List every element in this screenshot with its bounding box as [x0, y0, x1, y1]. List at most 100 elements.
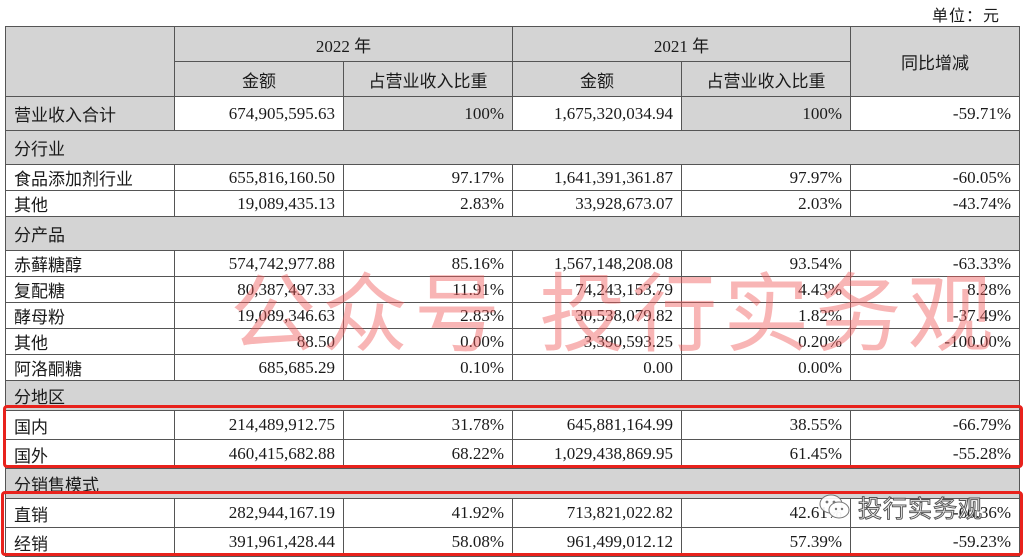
share-2021: 0.00%: [681, 354, 851, 381]
yoy-change: -63.33%: [850, 250, 1020, 277]
section-title: 分地区: [5, 380, 1020, 411]
table-row: 国内 214,489,912.75 31.78% 645,881,164.99 …: [5, 410, 1020, 440]
amount-2022: 685,685.29: [174, 354, 344, 381]
header-share-2021: 占营业收入比重: [681, 61, 851, 97]
share-2022: 0.00%: [343, 328, 513, 355]
amount-2022: 674,905,595.63: [174, 96, 344, 131]
table-row: 经销 391,961,428.44 58.08% 961,499,012.12 …: [5, 527, 1020, 557]
amount-2021: 33,928,673.07: [512, 190, 682, 217]
amount-2022: 282,944,167.19: [174, 498, 344, 528]
row-label: 复配糖: [5, 276, 175, 303]
row-label: 赤藓糖醇: [5, 250, 175, 277]
amount-2021: 645,881,164.99: [512, 410, 682, 440]
share-2021: 100%: [681, 96, 851, 131]
row-label: 营业收入合计: [5, 96, 175, 131]
share-2022: 2.83%: [343, 190, 513, 217]
share-2021: 42.61%: [681, 498, 851, 528]
share-2021: 97.97%: [681, 164, 851, 191]
yoy-change: -60.05%: [850, 164, 1020, 191]
revenue-breakdown-table: 2022 年 2021 年 同比增减 金额 占营业收入比重 金额 占营业收入比重…: [5, 26, 1020, 557]
amount-2021: 74,243,153.79: [512, 276, 682, 303]
table-row: 复配糖 80,387,497.33 11.91% 74,243,153.79 4…: [5, 276, 1020, 303]
yoy-change: -43.74%: [850, 190, 1020, 217]
share-2021: 4.43%: [681, 276, 851, 303]
table-row: 阿洛酮糖 685,685.29 0.10% 0.00 0.00%: [5, 354, 1020, 381]
table-row: 国外 460,415,682.88 68.22% 1,029,438,869.9…: [5, 439, 1020, 469]
section-header-region: 分地区: [5, 380, 1020, 411]
share-2021: 2.03%: [681, 190, 851, 217]
header-yoy: 同比增减: [850, 26, 1020, 97]
row-label: 其他: [5, 190, 175, 217]
amount-2022: 460,415,682.88: [174, 439, 344, 469]
section-header-industry: 分行业: [5, 130, 1020, 165]
table-row: 酵母粉 19,089,346.63 2.83% 30,538,079.82 1.…: [5, 302, 1020, 329]
header-amount-2022: 金额: [174, 61, 344, 97]
row-label: 国外: [5, 439, 175, 469]
share-2022: 97.17%: [343, 164, 513, 191]
amount-2021: 961,499,012.12: [512, 527, 682, 557]
table-row: 食品添加剂行业 655,816,160.50 97.17% 1,641,391,…: [5, 164, 1020, 191]
share-2021: 1.82%: [681, 302, 851, 329]
section-header-sales-mode: 分销售模式: [5, 468, 1020, 499]
row-label: 国内: [5, 410, 175, 440]
table-row: 其他 88.50 0.00% 3,390,593.25 0.20% -100.0…: [5, 328, 1020, 355]
section-header-product: 分产品: [5, 216, 1020, 251]
section-title: 分产品: [5, 216, 1020, 251]
share-2022: 85.16%: [343, 250, 513, 277]
share-2021: 61.45%: [681, 439, 851, 469]
row-label: 直销: [5, 498, 175, 528]
amount-2022: 80,387,497.33: [174, 276, 344, 303]
yoy-change: -55.28%: [850, 439, 1020, 469]
amount-2022: 214,489,912.75: [174, 410, 344, 440]
share-2022: 100%: [343, 96, 513, 131]
amount-2021: 1,567,148,208.08: [512, 250, 682, 277]
yoy-change: [850, 354, 1020, 381]
amount-2021: 30,538,079.82: [512, 302, 682, 329]
header-year-2022: 2022 年: [174, 26, 513, 62]
amount-2021: 1,675,320,034.94: [512, 96, 682, 131]
amount-2022: 19,089,435.13: [174, 190, 344, 217]
table-row: 赤藓糖醇 574,742,977.88 85.16% 1,567,148,208…: [5, 250, 1020, 277]
share-2022: 11.91%: [343, 276, 513, 303]
row-label: 食品添加剂行业: [5, 164, 175, 191]
yoy-change: -100.00%: [850, 328, 1020, 355]
share-2022: 58.08%: [343, 527, 513, 557]
row-label: 经销: [5, 527, 175, 557]
section-title: 分行业: [5, 130, 1020, 165]
amount-2021: 1,029,438,869.95: [512, 439, 682, 469]
amount-2022: 655,816,160.50: [174, 164, 344, 191]
table-row: 其他 19,089,435.13 2.83% 33,928,673.07 2.0…: [5, 190, 1020, 217]
amount-2021: 0.00: [512, 354, 682, 381]
share-2021: 38.55%: [681, 410, 851, 440]
share-2021: 57.39%: [681, 527, 851, 557]
yoy-change: -66.79%: [850, 410, 1020, 440]
share-2022: 0.10%: [343, 354, 513, 381]
share-2021: 93.54%: [681, 250, 851, 277]
amount-2021: 3,390,593.25: [512, 328, 682, 355]
amount-2022: 19,089,346.63: [174, 302, 344, 329]
row-label: 其他: [5, 328, 175, 355]
section-title: 分销售模式: [5, 468, 1020, 499]
amount-2021: 713,821,022.82: [512, 498, 682, 528]
share-2022: 68.22%: [343, 439, 513, 469]
yoy-change: -37.49%: [850, 302, 1020, 329]
yoy-change: 8.28%: [850, 276, 1020, 303]
amount-2022: 574,742,977.88: [174, 250, 344, 277]
amount-2022: 391,961,428.44: [174, 527, 344, 557]
share-2022: 31.78%: [343, 410, 513, 440]
share-2022: 2.83%: [343, 302, 513, 329]
row-label: 酵母粉: [5, 302, 175, 329]
row-label: 阿洛酮糖: [5, 354, 175, 381]
header-year-2021: 2021 年: [512, 26, 851, 62]
yoy-change: -59.71%: [850, 96, 1020, 131]
total-row: 营业收入合计 674,905,595.63 100% 1,675,320,034…: [5, 96, 1020, 131]
header-share-2022: 占营业收入比重: [343, 61, 513, 97]
share-2021: 0.20%: [681, 328, 851, 355]
yoy-change: -59.23%: [850, 527, 1020, 557]
share-2022: 41.92%: [343, 498, 513, 528]
header-amount-2021: 金额: [512, 61, 682, 97]
amount-2022: 88.50: [174, 328, 344, 355]
amount-2021: 1,641,391,361.87: [512, 164, 682, 191]
table-row: 直销 282,944,167.19 41.92% 713,821,022.82 …: [5, 498, 1020, 528]
yoy-change: -60.36%: [850, 498, 1020, 528]
